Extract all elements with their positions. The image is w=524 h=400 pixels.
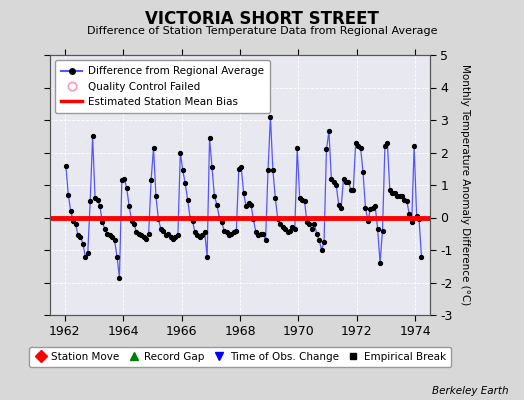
Legend: Station Move, Record Gap, Time of Obs. Change, Empirical Break: Station Move, Record Gap, Time of Obs. C… [29,346,451,367]
Text: VICTORIA SHORT STREET: VICTORIA SHORT STREET [145,10,379,28]
Text: Difference of Station Temperature Data from Regional Average: Difference of Station Temperature Data f… [87,26,437,36]
Text: Berkeley Earth: Berkeley Earth [432,386,508,396]
Y-axis label: Monthly Temperature Anomaly Difference (°C): Monthly Temperature Anomaly Difference (… [460,64,470,306]
